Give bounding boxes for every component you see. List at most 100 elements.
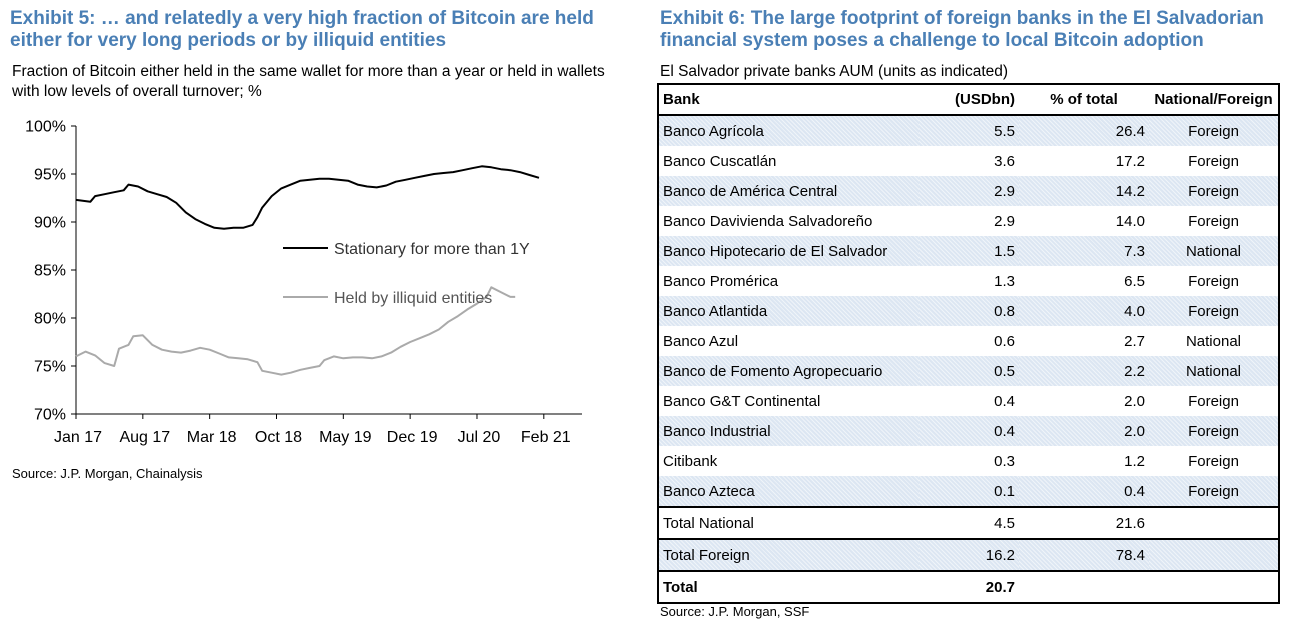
bank-name-cell: Banco Atlantida: [659, 296, 919, 326]
banks-aum-table: Bank (USDbn) % of total National/Foreign…: [657, 83, 1280, 604]
x-tick-label: Feb 21: [521, 429, 571, 446]
table-total-row: Total 20.7: [659, 570, 1278, 602]
total-usdbn-cell: 20.7: [919, 570, 1019, 602]
table-row: Banco G&T Continental 0.4 2.0 Foreign: [659, 386, 1278, 416]
table-row: Banco Atlantida 0.8 4.0 Foreign: [659, 296, 1278, 326]
national-foreign-cell: Foreign: [1149, 416, 1278, 446]
table-row: Banco Hipotecario de El Salvador 1.5 7.3 Na…: [659, 236, 1278, 266]
y-tick-label: 100%: [25, 119, 66, 136]
total-type-cell: [1149, 506, 1278, 539]
series-layer: [75, 165, 540, 376]
pct-total-cell: 2.7: [1124, 332, 1145, 350]
usdbn-cell: 1.3: [994, 272, 1015, 290]
bank-name-cell: Banco Azteca: [659, 476, 919, 507]
left-exhibit-subtitle: Fraction of Bitcoin either held in the s…: [12, 63, 605, 100]
header-bank: Bank: [659, 85, 919, 116]
table-row: Banco Davivienda Salvadoreño 2.9 14.0 Forei…: [659, 206, 1278, 236]
bank-name-cell: Banco Promérica: [663, 272, 779, 290]
table-row: Banco Promérica 1.3 6.5 Foreign: [659, 266, 1278, 296]
national-foreign-cell: Foreign: [1188, 212, 1239, 230]
table-body: Banco Agrícola 5.5 26.4 Foreign Banco Cuscat…: [659, 115, 1278, 602]
legend: Stationary for more than 1Y Held by illiq…: [283, 241, 530, 307]
total-type-cell: [1149, 538, 1278, 571]
total-type-cell: [1149, 570, 1278, 602]
table-row: Banco Cuscatlán 3.6 17.2 Foreign: [659, 146, 1278, 176]
national-foreign-cell: National: [1149, 356, 1278, 386]
left-exhibit-source: Source: J.P. Morgan, Chainalysis: [12, 466, 203, 481]
right-exhibit-subtitle: El Salvador private banks AUM (units as …: [660, 63, 1009, 80]
usdbn-cell: 0.6: [994, 332, 1015, 350]
national-foreign-cell: Foreign: [1149, 476, 1278, 507]
pct-total-cell: 14.0: [1115, 212, 1145, 230]
pct-total-cell: 26.4: [1019, 115, 1149, 146]
bank-name-cell: Citibank: [663, 452, 718, 470]
y-tick-label: 90%: [34, 215, 66, 232]
total-label-cell: Total: [659, 570, 919, 602]
national-foreign-cell: Foreign: [1188, 392, 1239, 410]
table-row: Banco Azul 0.6 2.7 National: [659, 326, 1278, 356]
x-tick-label: Dec 19: [387, 429, 438, 446]
right-exhibit-title: Exhibit 6: The large footprint of foreig…: [660, 8, 1264, 51]
table-row: Banco Industrial 0.4 2.0 Foreign: [659, 416, 1278, 446]
pct-total-cell: 17.2: [1115, 152, 1145, 170]
right-exhibit-source: Source: J.P. Morgan, SSF: [660, 604, 810, 619]
x-tick-label: Jan 17: [54, 429, 102, 446]
y-tick-label: 80%: [34, 311, 66, 328]
y-tick-label: 75%: [34, 359, 66, 376]
pct-total-cell: 2.2: [1019, 356, 1149, 386]
table-header-row: Bank (USDbn) % of total National/Foreign: [659, 85, 1278, 116]
national-foreign-cell: Foreign: [1149, 296, 1278, 326]
usdbn-cell: 1.5: [919, 236, 1019, 266]
usdbn-cell: 2.9: [994, 212, 1015, 230]
total-usdbn-cell: 4.5: [919, 506, 1019, 539]
series-line-stationary: [75, 165, 540, 230]
bank-name-cell: Banco de Fomento Agropecuario: [659, 356, 919, 386]
table-row: Banco Azteca 0.1 0.4 Foreign: [659, 476, 1278, 507]
y-tick-label: 70%: [34, 407, 66, 424]
pct-total-cell: 4.0: [1019, 296, 1149, 326]
national-foreign-cell: Foreign: [1188, 152, 1239, 170]
usdbn-cell: 5.5: [919, 115, 1019, 146]
pct-total-cell: 14.2: [1019, 176, 1149, 206]
pct-total-cell: 6.5: [1124, 272, 1145, 290]
pct-total-cell: 7.3: [1019, 236, 1149, 266]
bank-name-cell: Banco Agrícola: [659, 115, 919, 146]
table-row: Banco de Fomento Agropecuario 0.5 2.2 Natio…: [659, 356, 1278, 386]
bitcoin-holding-line-chart: 100% 95% 90% 85% 80% 75% 70% Jan 17 Aug 17 Mar 1…: [25, 119, 582, 446]
bank-name-cell: Banco Davivienda Salvadoreño: [663, 212, 873, 230]
total-pct-cell: 78.4: [1019, 538, 1149, 571]
bank-name-cell: Banco Cuscatlán: [663, 152, 777, 170]
total-label-cell: Total National: [659, 506, 919, 539]
y-axis: 100% 95% 90% 85% 80% 75% 70%: [25, 119, 77, 424]
bank-name-cell: Banco de América Central: [659, 176, 919, 206]
header-usdbn: (USDbn): [919, 85, 1019, 116]
series-line-illiquid: [75, 286, 516, 376]
usdbn-cell: 0.3: [994, 452, 1015, 470]
usdbn-cell: 0.8: [919, 296, 1019, 326]
bank-name-cell: Banco Hipotecario de El Salvador: [659, 236, 919, 266]
pct-total-cell: 1.2: [1124, 452, 1145, 470]
table-total-row: Total Foreign 16.2 78.4: [659, 538, 1278, 571]
header-national-foreign: National/Foreign: [1149, 85, 1278, 116]
header-pct-total: % of total: [1019, 85, 1149, 116]
table-row: Citibank 0.3 1.2 Foreign: [659, 446, 1278, 476]
usdbn-cell: 0.1: [919, 476, 1019, 507]
national-foreign-cell: Foreign: [1188, 272, 1239, 290]
y-tick-label: 85%: [34, 263, 66, 280]
table-total-row: Total National 4.5 21.6: [659, 506, 1278, 539]
table-row: Banco de América Central 2.9 14.2 Foreign: [659, 176, 1278, 206]
pct-total-cell: 2.0: [1124, 392, 1145, 410]
total-label-cell: Total Foreign: [659, 538, 919, 571]
national-foreign-cell: National: [1149, 236, 1278, 266]
x-axis: Jan 17 Aug 17 Mar 18 Oct 18 May 19 Dec 19 Jul …: [54, 413, 582, 446]
x-tick-label: Mar 18: [187, 429, 237, 446]
usdbn-cell: 0.4: [919, 416, 1019, 446]
total-pct-cell: 21.6: [1019, 506, 1149, 539]
table-row: Banco Agrícola 5.5 26.4 Foreign: [659, 115, 1278, 146]
pct-total-cell: 2.0: [1019, 416, 1149, 446]
usdbn-cell: 0.5: [919, 356, 1019, 386]
national-foreign-cell: Foreign: [1188, 452, 1239, 470]
x-tick-label: Jul 20: [458, 429, 501, 446]
bank-name-cell: Banco Industrial: [659, 416, 919, 446]
bank-name-cell: Banco G&T Continental: [663, 392, 821, 410]
